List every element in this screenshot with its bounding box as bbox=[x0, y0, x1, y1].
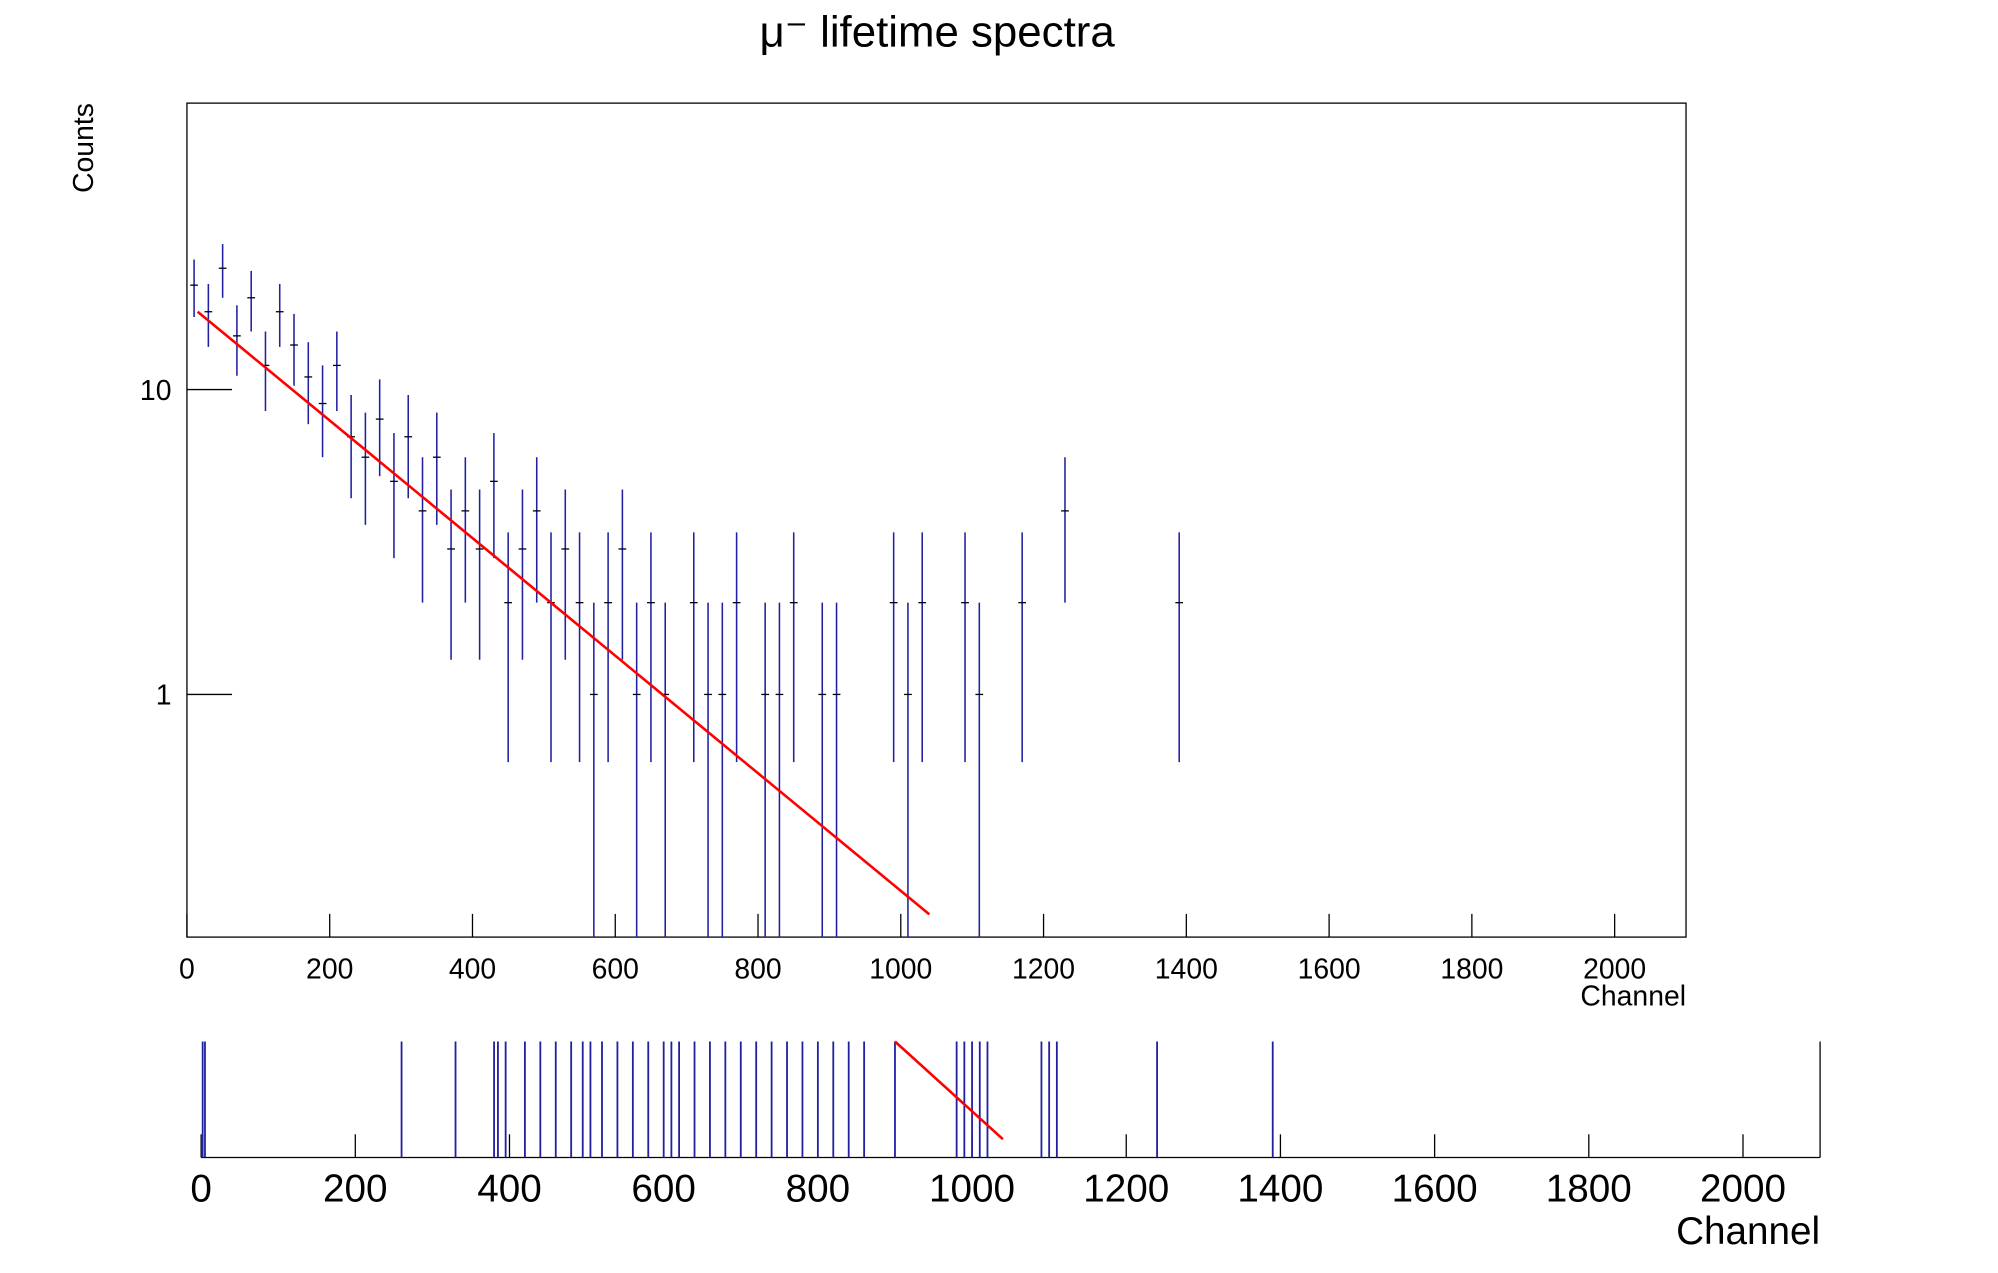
x-tick-label: 2000 bbox=[1583, 953, 1646, 985]
x-tick-label: 0 bbox=[190, 1167, 212, 1210]
x-tick-label: 400 bbox=[449, 953, 496, 985]
x-tick-label: 1200 bbox=[1083, 1167, 1169, 1210]
x-tick-label: 400 bbox=[477, 1167, 542, 1210]
x-tick-label: 1200 bbox=[1012, 953, 1075, 985]
x-tick-label: 1800 bbox=[1546, 1167, 1632, 1210]
x-tick-label: 1600 bbox=[1298, 953, 1361, 985]
x-tick-label: 600 bbox=[631, 1167, 696, 1210]
x-tick-label: 1400 bbox=[1237, 1167, 1323, 1210]
x-tick-label: 1400 bbox=[1155, 953, 1218, 985]
x-tick-label: 1800 bbox=[1440, 953, 1503, 985]
x-axis-label: Channel bbox=[1580, 980, 1686, 1012]
x-tick-label: 200 bbox=[323, 1167, 387, 1210]
x-tick-label: 1000 bbox=[929, 1167, 1015, 1210]
x-tick-label: 1000 bbox=[869, 953, 932, 985]
x-tick-label: 1600 bbox=[1392, 1167, 1478, 1210]
y-tick-label: 10 bbox=[140, 375, 172, 407]
chart-title: μ⁻ lifetime spectra bbox=[760, 7, 1116, 56]
y-axis-label: Counts bbox=[68, 103, 100, 193]
x-tick-label: 0 bbox=[179, 953, 195, 985]
x-tick-label: 2000 bbox=[1700, 1167, 1786, 1210]
fit-line bbox=[196, 310, 931, 916]
x-tick-label: 200 bbox=[306, 953, 353, 985]
x-tick-label: 800 bbox=[734, 953, 781, 985]
x-tick-label: 600 bbox=[592, 953, 639, 985]
x-tick-label: 800 bbox=[786, 1167, 851, 1210]
plot-frame bbox=[186, 102, 1687, 938]
fit-line bbox=[894, 1040, 1004, 1141]
y-tick-label: 1 bbox=[156, 680, 172, 712]
x-axis-label: Channel bbox=[1676, 1210, 1820, 1253]
